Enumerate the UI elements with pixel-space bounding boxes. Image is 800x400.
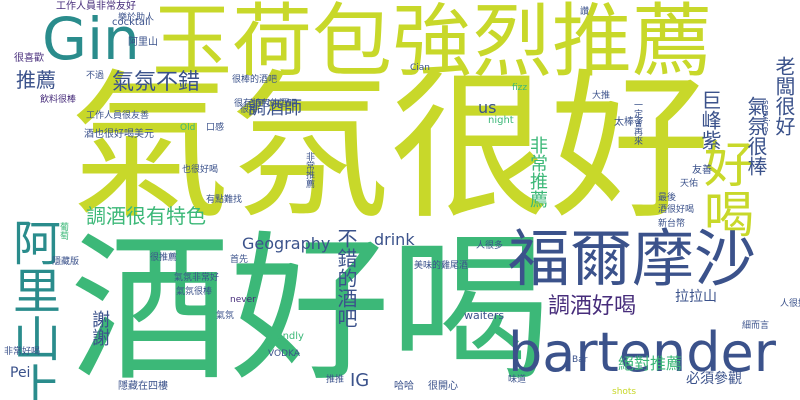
word-cloud-word: 人很多 [476,241,504,251]
word-cloud-word: 玉荷包強烈推薦 [152,0,712,88]
word-cloud-word: 非常推薦 [304,152,314,188]
word-cloud-word: 酒很好喝 [658,205,695,215]
word-cloud-word: 不過 [86,71,105,81]
word-cloud-word: 也很好喝 [182,165,219,175]
word-cloud-word: night [488,115,514,126]
word-cloud-word: 氣氛非常好 [174,273,220,283]
word-cloud-word: 葡萄 [58,222,68,240]
word-cloud-word: 讚 [580,7,590,17]
word-cloud-word: 氣氛不錯 [112,70,201,95]
word-cloud-word: 口感 [206,123,225,133]
word-cloud-word: 調酒很有特色 [86,204,206,228]
word-cloud-word: 很推薦 [150,253,178,263]
word-cloud-word: 絕對推薦 [618,354,683,373]
word-cloud-word: 人很好 [780,299,800,309]
word-cloud-word: cocktail [112,17,151,28]
word-cloud-word: 拉拉山 [675,289,717,305]
word-cloud-word: IG [350,370,370,391]
word-cloud-word: 謝謝 [89,310,110,346]
word-cloud-word: 很棒的酒吧 [232,75,278,85]
word-cloud-word: Pei [10,365,31,381]
word-cloud-word: 氣氛很棒 [176,287,213,297]
word-cloud-word: 推推 [326,375,345,385]
word-cloud-word: 必須參觀 [686,371,742,387]
word-cloud-word: 工作人員很友善 [86,111,150,121]
word-cloud-word: 巨峰紫 [698,90,722,150]
word-cloud-word: Bar [572,355,588,365]
word-cloud-word: 太棒了 [614,117,644,128]
word-cloud-word: 大推 [592,91,611,101]
word-cloud-word: fizz [512,83,528,93]
word-cloud-word: 很喜歡 [14,53,44,64]
word-cloud-word: drink [374,230,415,249]
word-cloud-word: 有點難找 [206,195,243,205]
word-cloud-word: 氣氛很好 [70,54,711,241]
word-cloud-word: bartender [508,321,776,384]
word-cloud-word: 調酒師 [248,98,302,119]
word-cloud-word: service [760,100,770,133]
word-cloud-word: 阿里山 [128,37,158,48]
word-cloud-word: 天佑 [680,179,699,189]
word-cloud-word: never [230,295,256,305]
word-cloud-word: us [478,98,497,117]
word-cloud-word: Gin [42,5,140,73]
word-cloud-word: 隱藏在四樓 [118,381,168,392]
word-cloud-word: 氣氛很棒 [744,96,768,176]
word-cloud-word: Old [180,123,196,133]
word-cloud-word: 美味的雞尾酒 [414,261,469,271]
word-cloud-word: 不錯的酒吧 [334,228,358,328]
word-cloud-word: 首先 [230,255,249,265]
word-cloud-word: 一定會再來 [632,100,642,145]
word-cloud-word: 細而言 [742,321,770,331]
word-cloud-word: 推薦 [16,68,56,92]
word-cloud-word: 新台幣 [658,219,686,229]
word-cloud-word: 哈哈 [394,381,414,392]
word-cloud-word: 福爾摩沙 [508,222,757,295]
word-cloud-word: 工作人員非常友好 [56,1,136,12]
word-cloud-word: 酒好喝 [70,216,551,400]
word-cloud-word: 非常推薦 [527,136,548,208]
word-cloud-word: 很棒 [240,105,259,115]
word-cloud-word: shots [612,387,637,397]
word-cloud-word: 飲料很棒 [40,95,77,105]
word-cloud-word: 調酒好喝 [548,294,637,319]
word-cloud-word: VODKA [268,349,300,359]
word-cloud-word: 老闆很好 [772,56,796,136]
word-cloud-word: 酒也很好喝美元 [84,129,154,140]
word-cloud-word: 隱藏版 [52,257,80,267]
word-cloud-word: 阿里山上 [4,218,60,400]
word-cloud-word: friendly [266,331,304,342]
word-cloud-word: 非常好喝 [4,347,41,357]
word-cloud-word: 味道 [508,375,527,385]
word-cloud-word: Cian [410,63,431,73]
word-cloud-word: 樂於助人 [118,13,155,23]
word-cloud-word: 友善 [692,165,712,176]
word-cloud-word: Geography [242,234,331,253]
word-cloud-word: waiters [464,309,505,322]
word-cloud-word: 好喝 [696,138,754,238]
word-cloud-word: 很開心 [428,381,458,392]
word-cloud-word: 最後 [658,193,677,203]
word-cloud-word: 很有特色的酒吧 [234,99,298,109]
word-cloud-word: 氣氛 [216,311,235,321]
